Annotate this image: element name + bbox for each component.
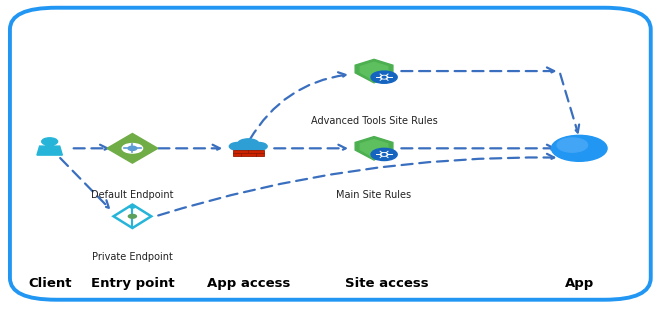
Circle shape (122, 144, 142, 153)
Circle shape (381, 75, 388, 79)
Text: Private Endpoint: Private Endpoint (92, 252, 173, 262)
Circle shape (557, 138, 588, 152)
Circle shape (381, 153, 388, 156)
Circle shape (250, 142, 267, 150)
Text: App access: App access (207, 277, 290, 290)
Circle shape (42, 138, 58, 145)
FancyBboxPatch shape (10, 8, 651, 300)
Circle shape (382, 154, 386, 155)
Text: Advanced Tools Site Rules: Advanced Tools Site Rules (310, 116, 438, 126)
Circle shape (240, 145, 256, 153)
Polygon shape (37, 146, 62, 155)
Text: Main Site Rules: Main Site Rules (336, 190, 412, 200)
Text: Entry point: Entry point (91, 277, 174, 290)
Text: Default Endpoint: Default Endpoint (91, 190, 173, 200)
Circle shape (235, 145, 250, 152)
Text: Site access: Site access (346, 277, 429, 290)
Polygon shape (355, 59, 393, 83)
FancyBboxPatch shape (45, 144, 54, 147)
Circle shape (246, 145, 261, 152)
Circle shape (129, 205, 136, 208)
Circle shape (229, 142, 246, 150)
Circle shape (371, 71, 397, 83)
Text: App: App (565, 277, 594, 290)
Polygon shape (355, 137, 393, 160)
Polygon shape (360, 62, 388, 80)
Circle shape (371, 148, 397, 161)
Circle shape (128, 214, 136, 218)
Polygon shape (107, 133, 158, 163)
Bar (233, 150, 263, 156)
Polygon shape (360, 140, 388, 158)
Circle shape (128, 146, 137, 150)
Circle shape (238, 139, 259, 149)
Text: Client: Client (28, 277, 71, 290)
Circle shape (382, 76, 386, 78)
Circle shape (551, 135, 607, 161)
